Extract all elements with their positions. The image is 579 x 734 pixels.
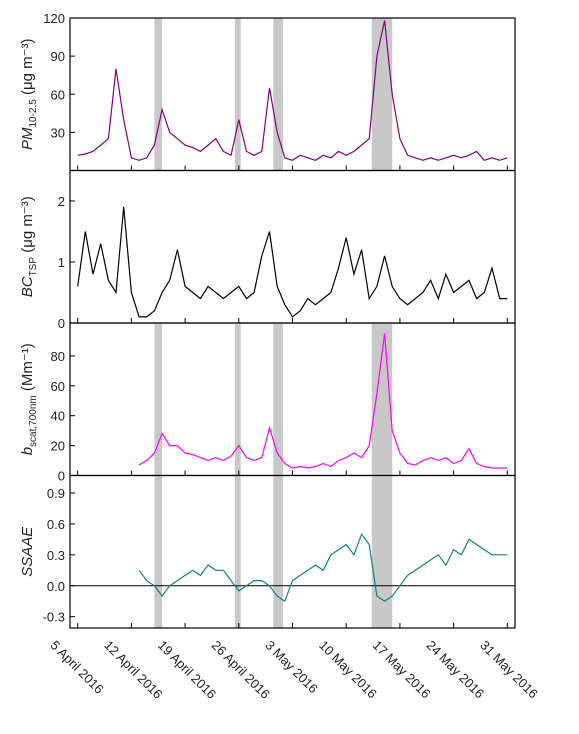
y-label-sub: TSP	[28, 257, 39, 277]
y-axis-label: bscat,700nm (Mm⁻¹)	[19, 343, 39, 455]
y-label-unit: (μg m⁻³)	[19, 38, 36, 99]
x-tick-label: 3 May 2016	[262, 638, 321, 697]
shaded-span	[273, 323, 283, 476]
panel-frame	[69, 169, 516, 324]
data-line	[77, 207, 508, 318]
y-label-sub: 10-2.5	[28, 99, 39, 128]
y-label-main: PM	[19, 127, 36, 150]
y-label-main: SSAAE	[19, 526, 36, 577]
y-tick-label: -0.3	[43, 610, 65, 625]
shaded-span	[154, 18, 163, 171]
shaded-span	[234, 475, 241, 628]
y-tick-label: 0.3	[47, 548, 65, 563]
data-line	[138, 532, 508, 603]
y-axis-label: SSAAE	[19, 526, 36, 577]
y-tick-label: 20	[51, 439, 65, 454]
y-tick-label: 0.9	[47, 486, 65, 501]
y-tick-label: 2	[58, 194, 65, 209]
y-tick-label: 0.6	[47, 517, 65, 532]
y-label-unit: (μg m⁻³)	[19, 196, 36, 257]
shaded-span	[234, 18, 241, 171]
shaded-span	[371, 475, 393, 628]
y-tick-label: 120	[43, 11, 65, 26]
shaded-span	[273, 18, 283, 171]
y-tick-label: 90	[51, 49, 65, 64]
shaded-span	[234, 323, 241, 476]
y-axis-label: BCTSP (μg m⁻³)	[19, 196, 39, 297]
y-tick-label: 1	[58, 255, 65, 270]
x-tick-label: 5 April 2016	[48, 638, 107, 697]
shaded-span	[154, 475, 163, 628]
y-tick-label: 0.0	[47, 579, 65, 594]
panel-frame	[69, 322, 516, 477]
y-tick-label: 40	[51, 409, 65, 424]
y-tick-label: 0	[58, 469, 65, 484]
y-tick-label: 80	[51, 349, 65, 364]
panel-frame	[69, 474, 516, 629]
shaded-span	[273, 475, 283, 628]
x-tick-label: 31 May 2016	[477, 638, 541, 702]
shaded-span	[371, 18, 393, 171]
y-label-main: BC	[19, 276, 36, 297]
y-label-unit: (Mm⁻¹)	[19, 343, 36, 395]
y-tick-label: 60	[51, 87, 65, 102]
panel-frame	[69, 17, 516, 172]
data-line	[77, 20, 508, 161]
shaded-span	[154, 323, 163, 476]
y-tick-label: 30	[51, 125, 65, 140]
data-line	[138, 333, 508, 469]
y-axis-label: PM10-2.5 (μg m⁻³)	[19, 38, 39, 150]
y-tick-label: 60	[51, 379, 65, 394]
y-tick-label: 0	[58, 316, 65, 331]
y-label-sub: scat,700nm	[28, 395, 39, 447]
y-label-main: b	[19, 447, 36, 455]
